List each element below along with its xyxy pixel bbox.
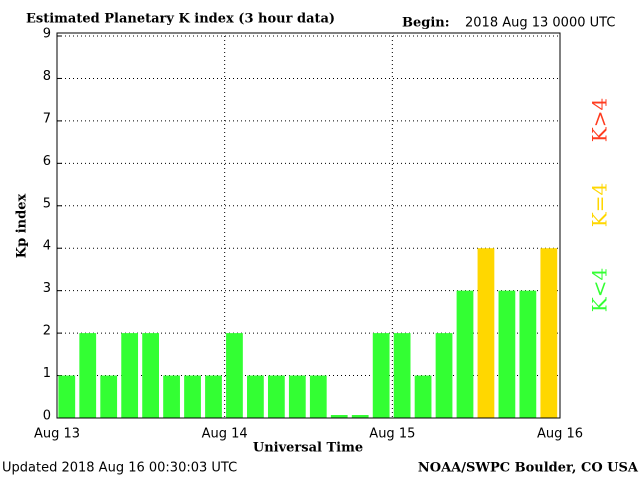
legend-entry: K<4 xyxy=(588,268,612,312)
x-tick-label: Aug 16 xyxy=(537,427,583,442)
bar xyxy=(330,415,348,418)
bar xyxy=(184,375,201,418)
footer-updated: Updated 2018 Aug 16 00:30:03 UTC xyxy=(2,461,237,476)
bar xyxy=(226,333,243,418)
y-tick-label: 7 xyxy=(43,111,51,126)
y-axis-label: Kp index xyxy=(15,194,30,259)
legend-entry: K=4 xyxy=(588,183,612,227)
bar xyxy=(205,375,222,418)
x-tick-label: Aug 15 xyxy=(369,427,415,442)
bar xyxy=(288,375,306,418)
bar xyxy=(267,375,285,418)
bar xyxy=(456,290,474,418)
y-tick-label: 8 xyxy=(43,69,51,84)
x-tick-label: Aug 13 xyxy=(34,427,80,442)
legend-entry: K>4 xyxy=(588,98,612,142)
bar xyxy=(498,290,516,418)
y-tick-label: 0 xyxy=(43,409,51,424)
bar xyxy=(351,415,369,418)
y-tick-label: 1 xyxy=(43,366,51,381)
chart-title: Estimated Planetary K index (3 hour data… xyxy=(26,12,335,27)
y-tick-label: 3 xyxy=(43,281,51,296)
begin-label: Begin: xyxy=(402,16,450,31)
x-axis-label: Universal Time xyxy=(253,441,363,456)
bar xyxy=(121,333,139,418)
begin-date: 2018 Aug 13 0000 UTC xyxy=(465,16,615,31)
footer-credit: NOAA/SWPC Boulder, CO USA xyxy=(418,461,639,476)
y-tick-label: 9 xyxy=(43,27,51,42)
bar xyxy=(142,333,159,418)
bar xyxy=(163,375,180,418)
y-tick-label: 5 xyxy=(43,196,51,211)
bar xyxy=(309,375,327,418)
bar xyxy=(414,375,432,418)
bar xyxy=(79,333,97,418)
bar xyxy=(247,375,264,418)
y-tick-label: 2 xyxy=(43,324,51,339)
bar xyxy=(58,375,76,418)
y-tick-label: 6 xyxy=(43,154,51,169)
plot-frame xyxy=(56,32,561,419)
y-tick-label: 4 xyxy=(43,239,51,254)
bar xyxy=(540,248,558,418)
x-tick-label: Aug 14 xyxy=(202,427,248,442)
bar xyxy=(393,333,411,418)
bar xyxy=(100,375,118,418)
bar xyxy=(435,333,453,418)
bar xyxy=(372,333,390,418)
bar xyxy=(519,290,537,418)
bar xyxy=(477,248,495,418)
